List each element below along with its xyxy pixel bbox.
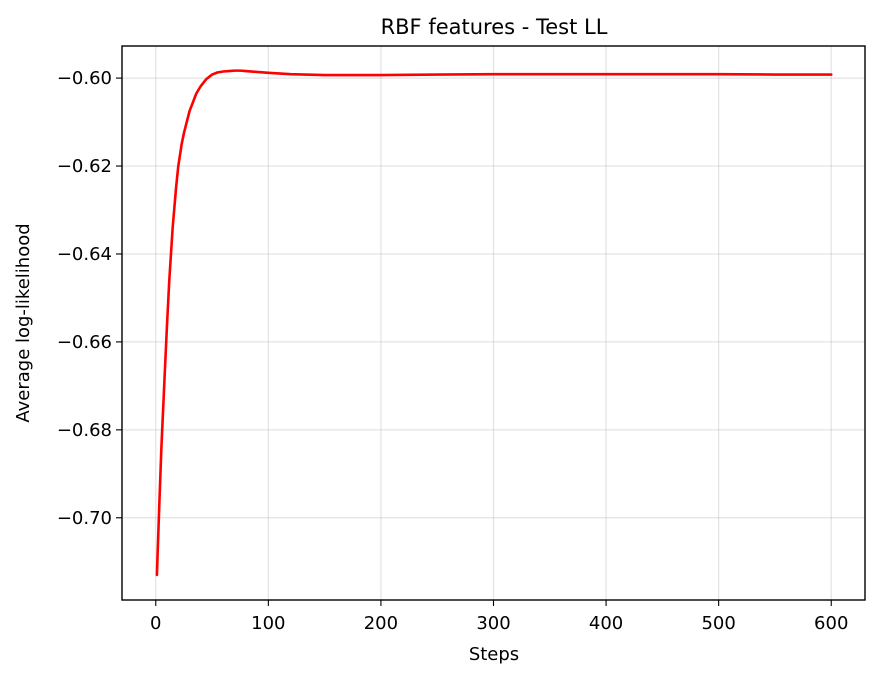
x-tick-label: 600: [814, 613, 848, 634]
y-tick-label: −0.62: [57, 156, 112, 177]
y-tick-label: −0.64: [57, 244, 112, 265]
series-line: [155, 69, 833, 577]
series-layer: [155, 69, 833, 577]
x-axis-label: Steps: [469, 644, 519, 665]
x-tick-label: 100: [251, 613, 285, 634]
y-tick-label: −0.66: [57, 332, 112, 353]
x-tick-label: 300: [476, 613, 510, 634]
grid-layer: [122, 46, 865, 600]
x-tick-label: 200: [364, 613, 398, 634]
x-tick-label: 0: [150, 613, 161, 634]
y-tick-label: −0.70: [57, 508, 112, 529]
x-axis: 0 100 200 300 400 500 600: [150, 600, 848, 634]
y-axis-label: Average log-likelihood: [13, 223, 34, 422]
y-tick-label: −0.68: [57, 420, 112, 441]
chart-title: RBF features - Test LL: [381, 15, 608, 39]
y-tick-label: −0.60: [57, 68, 112, 89]
x-tick-label: 500: [701, 613, 735, 634]
y-axis: −0.70 −0.68 −0.66 −0.64 −0.62 −0.60: [57, 68, 122, 529]
x-tick-label: 400: [589, 613, 623, 634]
